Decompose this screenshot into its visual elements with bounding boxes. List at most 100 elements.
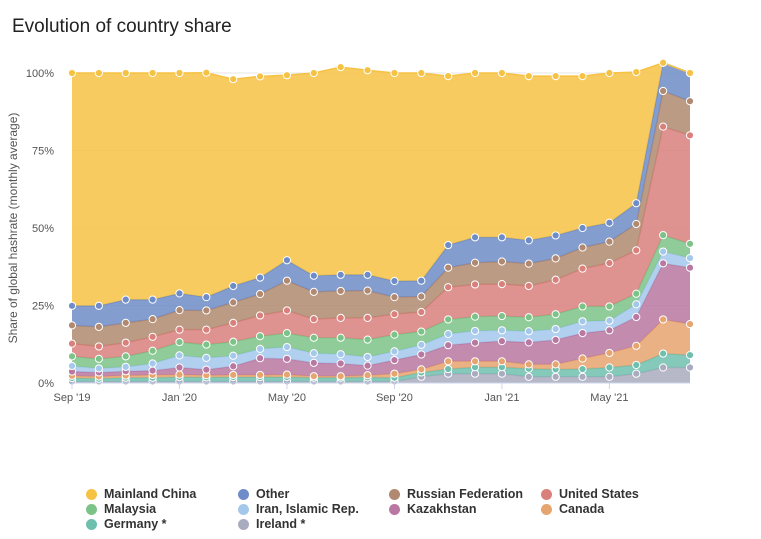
data-point[interactable] <box>255 273 265 282</box>
data-point[interactable] <box>229 362 238 371</box>
data-point[interactable] <box>282 306 292 315</box>
data-point[interactable] <box>605 316 614 325</box>
data-point[interactable] <box>605 258 614 268</box>
data-point[interactable] <box>363 361 372 370</box>
data-point[interactable] <box>175 363 184 372</box>
data-point[interactable] <box>551 372 560 381</box>
data-point[interactable] <box>551 310 560 319</box>
data-point[interactable] <box>229 75 238 84</box>
data-point[interactable] <box>67 339 77 348</box>
data-point[interactable] <box>685 263 695 272</box>
data-point[interactable] <box>632 312 641 322</box>
data-point[interactable] <box>202 325 211 334</box>
data-point[interactable] <box>632 300 641 309</box>
data-point[interactable] <box>417 340 426 349</box>
data-point[interactable] <box>282 370 292 379</box>
data-point[interactable] <box>121 338 130 347</box>
data-point[interactable] <box>444 341 453 350</box>
data-point[interactable] <box>94 354 103 363</box>
legend-item[interactable]: Other <box>238 487 289 501</box>
data-point[interactable] <box>390 310 399 319</box>
data-point[interactable] <box>121 295 130 304</box>
data-point[interactable] <box>255 332 265 341</box>
data-point[interactable] <box>121 362 130 371</box>
data-point[interactable] <box>282 71 292 80</box>
data-point[interactable] <box>121 318 130 327</box>
data-point[interactable] <box>390 68 399 78</box>
data-point[interactable] <box>632 369 641 378</box>
data-point[interactable] <box>524 372 533 381</box>
data-point[interactable] <box>417 350 426 359</box>
data-point[interactable] <box>444 283 453 292</box>
data-point[interactable] <box>605 302 614 311</box>
data-point[interactable] <box>605 326 614 335</box>
data-point[interactable] <box>336 372 345 381</box>
legend-item[interactable]: Germany * <box>86 517 167 531</box>
data-point[interactable] <box>336 359 345 368</box>
legend-item[interactable]: Canada <box>541 502 604 516</box>
data-point[interactable] <box>336 63 345 72</box>
data-point[interactable] <box>363 66 372 75</box>
data-point[interactable] <box>336 286 345 296</box>
data-point[interactable] <box>67 361 77 371</box>
data-point[interactable] <box>524 259 533 268</box>
data-point[interactable] <box>309 68 318 78</box>
data-point[interactable] <box>497 68 507 78</box>
data-point[interactable] <box>417 365 426 374</box>
data-point[interactable] <box>551 254 560 263</box>
data-point[interactable] <box>659 247 668 256</box>
data-point[interactable] <box>390 330 399 339</box>
data-point[interactable] <box>685 363 695 372</box>
data-point[interactable] <box>175 306 184 315</box>
data-point[interactable] <box>417 276 426 285</box>
data-point[interactable] <box>390 293 399 302</box>
data-point[interactable] <box>551 335 560 345</box>
data-point[interactable] <box>309 271 318 280</box>
data-point[interactable] <box>390 369 399 378</box>
data-point[interactable] <box>417 68 426 78</box>
data-point[interactable] <box>309 349 318 358</box>
data-point[interactable] <box>148 346 157 355</box>
data-point[interactable] <box>94 301 103 310</box>
data-point[interactable] <box>202 353 211 362</box>
data-point[interactable] <box>229 298 238 307</box>
data-point[interactable] <box>94 68 103 78</box>
data-point[interactable] <box>470 338 480 347</box>
data-point[interactable] <box>309 358 318 367</box>
data-point[interactable] <box>632 341 641 350</box>
data-point[interactable] <box>497 280 507 289</box>
data-point[interactable] <box>659 349 668 358</box>
data-point[interactable] <box>363 371 372 380</box>
data-point[interactable] <box>497 311 507 321</box>
data-point[interactable] <box>282 256 292 265</box>
data-point[interactable] <box>659 231 668 240</box>
data-point[interactable] <box>282 342 292 352</box>
data-point[interactable] <box>148 68 157 78</box>
data-point[interactable] <box>282 328 292 338</box>
data-point[interactable] <box>578 364 587 374</box>
data-point[interactable] <box>659 58 668 67</box>
data-point[interactable] <box>444 72 453 81</box>
data-point[interactable] <box>255 370 265 380</box>
data-point[interactable] <box>67 68 77 78</box>
data-point[interactable] <box>632 289 641 298</box>
legend-item[interactable]: Mainland China <box>86 487 196 501</box>
data-point[interactable] <box>148 366 157 375</box>
data-point[interactable] <box>470 280 480 289</box>
data-point[interactable] <box>336 313 345 322</box>
data-point[interactable] <box>175 351 184 360</box>
data-point[interactable] <box>67 352 77 361</box>
data-point[interactable] <box>659 86 668 96</box>
data-point[interactable] <box>417 327 426 336</box>
legend-item[interactable]: Malaysia <box>86 502 156 516</box>
data-point[interactable] <box>524 313 533 322</box>
data-point[interactable] <box>309 372 318 381</box>
data-point[interactable] <box>148 359 157 368</box>
data-point[interactable] <box>255 354 265 363</box>
data-point[interactable] <box>363 286 372 295</box>
data-point[interactable] <box>578 264 587 273</box>
data-point[interactable] <box>470 258 480 267</box>
data-point[interactable] <box>578 72 587 81</box>
data-point[interactable] <box>578 354 587 363</box>
data-point[interactable] <box>309 315 318 324</box>
